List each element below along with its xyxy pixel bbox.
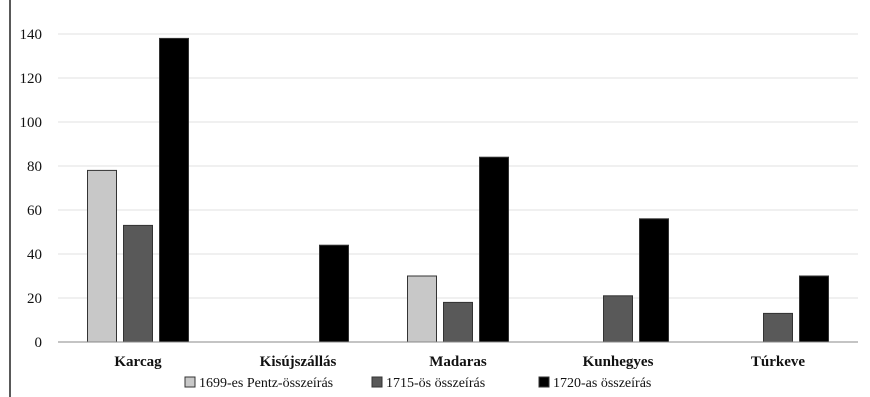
x-axis-labels: Karcag Kisújszállás Madaras Kunhegyes Túrkev…	[114, 354, 805, 370]
x-category-label: Kisújszállás	[260, 354, 337, 370]
legend-label: 1720-as összeírás	[553, 376, 651, 391]
y-axis-ticks: 0 20 40 60 80 100 120 140	[20, 27, 43, 351]
bar-madaras-series-2	[443, 301, 473, 343]
bar-karcag-series-3	[159, 37, 189, 343]
legend-label: 1715-ös összeírás	[386, 376, 485, 391]
legend-swatch	[184, 376, 196, 388]
x-category-label: Karcag	[114, 354, 162, 370]
bar-karcag-series-1	[87, 169, 117, 343]
bar-túrkeve-series-3	[799, 275, 829, 343]
bar-madaras-series-3	[479, 156, 509, 343]
y-tick-label: 80	[27, 159, 42, 175]
y-tick-label: 40	[27, 247, 42, 263]
gridlines	[58, 33, 858, 299]
bar-madaras-series-1	[407, 275, 437, 343]
bar-karcag-series-2	[123, 224, 153, 343]
x-category-label: Túrkeve	[751, 354, 806, 370]
bar-kunhegyes-series-3	[639, 218, 669, 343]
legend-swatch	[538, 376, 550, 388]
bar-kunhegyes-series-2	[603, 295, 633, 343]
legend-swatch	[371, 376, 383, 388]
bars	[87, 37, 829, 343]
bar-túrkeve-series-2	[763, 312, 793, 343]
y-tick-label: 60	[27, 203, 42, 219]
y-tick-label: 20	[27, 291, 42, 307]
bar-kisújszállás-series-3	[319, 244, 349, 343]
legend-label: 1699-es Pentz-összeírás	[199, 376, 333, 391]
y-tick-label: 120	[20, 71, 43, 87]
legend: 1699-es Pentz-összeírás 1715-ös összeírás…	[184, 376, 651, 391]
x-category-label: Madaras	[429, 354, 487, 370]
y-tick-label: 140	[20, 27, 43, 43]
y-tick-label: 100	[20, 115, 43, 131]
y-tick-label: 0	[35, 335, 43, 351]
x-category-label: Kunhegyes	[583, 354, 654, 370]
